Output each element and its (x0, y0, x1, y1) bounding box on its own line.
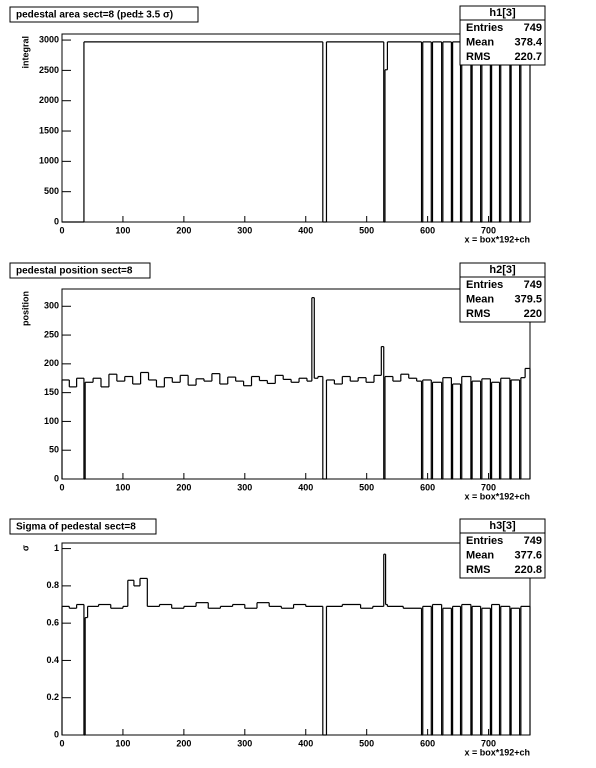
x-tick-label: 600 (420, 225, 435, 235)
stats-box (459, 518, 546, 579)
y-tick-label: 300 (44, 301, 59, 311)
x-tick-label: 500 (359, 482, 374, 492)
x-axis-label: x = box*192+ch (464, 747, 530, 757)
stats-box (459, 262, 546, 323)
x-tick-label: 300 (237, 225, 252, 235)
stats-value: 220 (524, 308, 542, 320)
stats-value: 749 (524, 22, 542, 34)
y-tick-label: 500 (44, 186, 59, 196)
x-tick-label: 600 (420, 482, 435, 492)
y-axis-label: position (20, 291, 30, 326)
x-tick-label: 0 (59, 738, 64, 748)
stats-value: 220.7 (514, 51, 542, 63)
stats-value: 377.6 (514, 549, 542, 561)
y-tick-label: 0 (54, 729, 59, 739)
stats-label: RMS (466, 564, 490, 576)
x-tick-label: 500 (359, 738, 374, 748)
y-tick-label: 2000 (39, 95, 59, 105)
y-tick-label: 50 (49, 445, 59, 455)
y-tick-label: 0.4 (46, 655, 59, 665)
stats-value: 378.4 (514, 36, 542, 48)
stats-title: h3[3] (489, 520, 516, 532)
stats-label: Mean (466, 549, 494, 561)
stats-title: h1[3] (489, 7, 516, 19)
title-box (9, 518, 157, 535)
stats-label: Entries (466, 279, 503, 291)
x-tick-label: 300 (237, 482, 252, 492)
stats-label: Entries (466, 22, 503, 34)
y-axis-label: integral (20, 36, 30, 69)
stats-value: 749 (524, 535, 542, 547)
title-box (9, 6, 199, 23)
x-tick-label: 700 (481, 482, 496, 492)
stats-label: RMS (466, 308, 490, 320)
x-tick-label: 200 (176, 225, 191, 235)
x-tick-label: 0 (59, 225, 64, 235)
x-tick-label: 700 (481, 225, 496, 235)
stats-title: h2[3] (489, 264, 516, 276)
y-tick-label: 1000 (39, 156, 59, 166)
y-tick-label: 200 (44, 358, 59, 368)
x-tick-label: 200 (176, 482, 191, 492)
x-axis-label: x = box*192+ch (464, 234, 530, 244)
chart-title: Sigma of pedestal sect=8 (16, 522, 136, 533)
title-box (9, 262, 151, 279)
chart-title: pedestal area sect=8 (ped± 3.5 σ) (16, 10, 173, 21)
y-tick-label: 250 (44, 329, 59, 339)
x-axis-label: x = box*192+ch (464, 491, 530, 501)
y-tick-label: 1 (54, 543, 59, 553)
x-tick-label: 200 (176, 738, 191, 748)
stats-label: Mean (466, 293, 494, 305)
x-tick-label: 600 (420, 738, 435, 748)
x-tick-label: 0 (59, 482, 64, 492)
y-tick-label: 1500 (39, 125, 59, 135)
x-tick-label: 100 (115, 225, 130, 235)
y-tick-label: 100 (44, 416, 59, 426)
y-axis-label: σ (20, 545, 30, 551)
x-tick-label: 500 (359, 225, 374, 235)
y-tick-label: 0 (54, 473, 59, 483)
stats-label: Mean (466, 36, 494, 48)
x-tick-label: 400 (298, 738, 313, 748)
x-tick-label: 400 (298, 225, 313, 235)
y-tick-label: 0 (54, 216, 59, 226)
stats-value: 749 (524, 279, 542, 291)
stats-value: 379.5 (514, 293, 542, 305)
stats-box (459, 5, 546, 66)
stats-label: RMS (466, 51, 490, 63)
x-tick-label: 100 (115, 738, 130, 748)
x-tick-label: 400 (298, 482, 313, 492)
x-tick-label: 100 (115, 482, 130, 492)
y-tick-label: 0.6 (46, 618, 59, 628)
stats-value: 220.8 (514, 564, 542, 576)
x-tick-label: 700 (481, 738, 496, 748)
y-tick-label: 3000 (39, 34, 59, 44)
stats-label: Entries (466, 535, 503, 547)
chart-title: pedestal position sect=8 (16, 266, 133, 277)
y-tick-label: 150 (44, 387, 59, 397)
y-tick-label: 2500 (39, 65, 59, 75)
y-tick-label: 0.8 (46, 580, 59, 590)
x-tick-label: 300 (237, 738, 252, 748)
y-tick-label: 0.2 (46, 692, 59, 702)
